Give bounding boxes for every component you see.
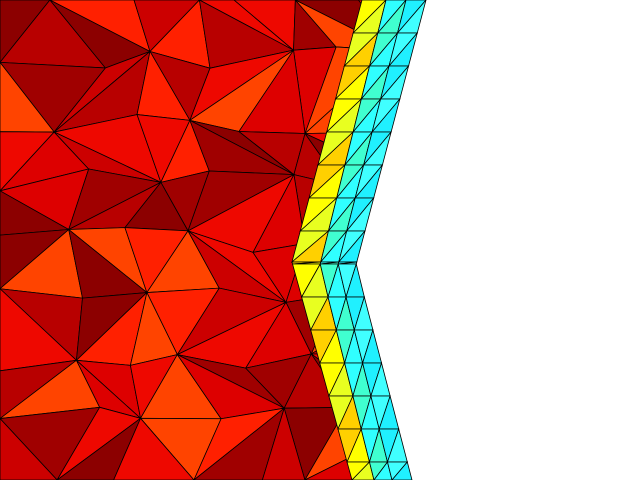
mesh-element: [415, 291, 462, 350]
boundary-layer-element: [391, 461, 413, 480]
mesh-element: [411, 350, 477, 427]
mesh-element: [406, 132, 461, 183]
mesh-element: [385, 132, 420, 180]
mesh-element: [371, 180, 423, 242]
mesh-element: [295, 0, 362, 52]
mesh-element: [368, 291, 438, 354]
mesh-element: [0, 417, 59, 480]
mesh-element: [113, 417, 195, 480]
mesh-element: [411, 425, 477, 480]
mesh-element: [406, 180, 461, 242]
mesh-element: [261, 406, 306, 480]
mesh-element: [415, 242, 462, 304]
boundary-layer-mesh: [290, 0, 427, 480]
mesh-element: [371, 229, 423, 291]
